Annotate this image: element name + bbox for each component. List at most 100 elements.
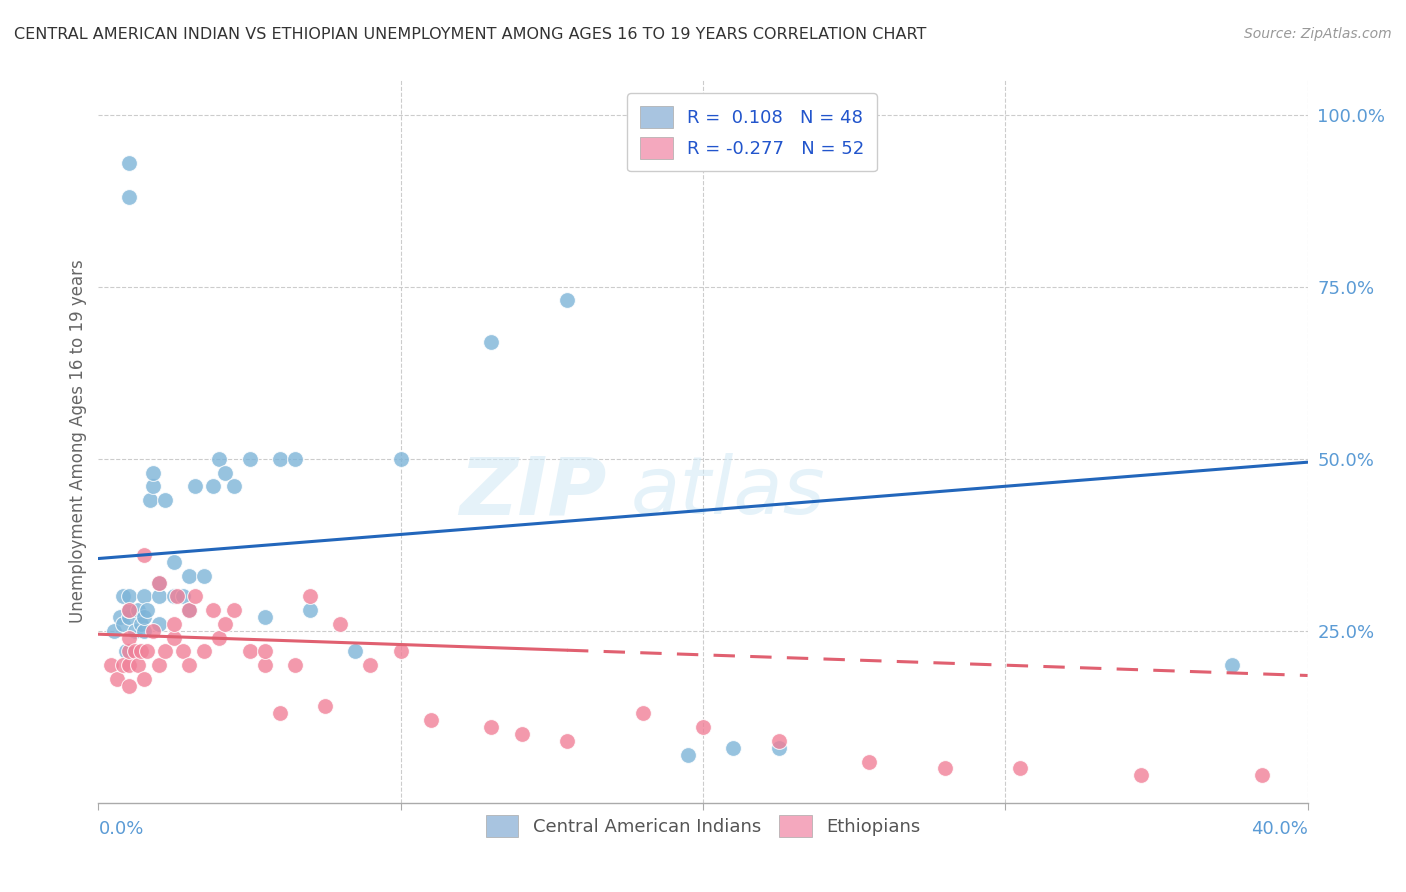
- Point: [239, 644, 262, 658]
- Point: [142, 624, 165, 638]
- Point: [132, 590, 155, 604]
- Point: [184, 590, 207, 604]
- Point: [179, 658, 201, 673]
- Text: CENTRAL AMERICAN INDIAN VS ETHIOPIAN UNEMPLOYMENT AMONG AGES 16 TO 19 YEARS CORR: CENTRAL AMERICAN INDIAN VS ETHIOPIAN UNE…: [14, 27, 927, 42]
- Point: [129, 616, 152, 631]
- Point: [172, 590, 194, 604]
- Point: [1130, 768, 1153, 782]
- Point: [163, 555, 186, 569]
- Point: [142, 466, 165, 480]
- Point: [723, 740, 745, 755]
- Point: [481, 720, 503, 734]
- Point: [179, 603, 201, 617]
- Point: [132, 624, 155, 638]
- Point: [344, 644, 367, 658]
- Point: [118, 603, 141, 617]
- Point: [172, 644, 194, 658]
- Point: [148, 658, 170, 673]
- Point: [118, 156, 141, 170]
- Point: [118, 644, 141, 658]
- Point: [179, 568, 201, 582]
- Text: atlas: atlas: [630, 453, 825, 531]
- Point: [360, 658, 382, 673]
- Point: [129, 644, 152, 658]
- Point: [555, 293, 578, 308]
- Point: [934, 761, 956, 775]
- Point: [132, 548, 155, 562]
- Point: [768, 740, 790, 755]
- Point: [269, 451, 291, 466]
- Point: [389, 644, 412, 658]
- Point: [148, 575, 170, 590]
- Point: [111, 658, 134, 673]
- Point: [166, 590, 188, 604]
- Point: [208, 631, 231, 645]
- Point: [224, 603, 246, 617]
- Point: [118, 190, 141, 204]
- Point: [214, 466, 236, 480]
- Point: [139, 493, 162, 508]
- Point: [105, 672, 128, 686]
- Point: [124, 644, 146, 658]
- Point: [111, 590, 134, 604]
- Point: [100, 658, 122, 673]
- Point: [253, 644, 276, 658]
- Point: [555, 734, 578, 748]
- Point: [103, 624, 125, 638]
- Point: [214, 616, 236, 631]
- Point: [135, 644, 157, 658]
- Point: [118, 658, 141, 673]
- Point: [118, 590, 141, 604]
- Point: [127, 658, 149, 673]
- Point: [481, 334, 503, 349]
- Point: [132, 610, 155, 624]
- Point: [193, 568, 215, 582]
- Point: [1220, 658, 1243, 673]
- Point: [118, 610, 141, 624]
- Text: Source: ZipAtlas.com: Source: ZipAtlas.com: [1244, 27, 1392, 41]
- Point: [142, 479, 165, 493]
- Point: [163, 616, 186, 631]
- Point: [118, 679, 141, 693]
- Point: [692, 720, 714, 734]
- Point: [148, 590, 170, 604]
- Point: [768, 734, 790, 748]
- Point: [114, 644, 136, 658]
- Point: [153, 644, 176, 658]
- Point: [132, 672, 155, 686]
- Point: [202, 603, 225, 617]
- Point: [224, 479, 246, 493]
- Point: [118, 603, 141, 617]
- Text: ZIP: ZIP: [458, 453, 606, 531]
- Point: [676, 747, 699, 762]
- Point: [253, 658, 276, 673]
- Point: [631, 706, 654, 721]
- Point: [299, 590, 322, 604]
- Point: [299, 603, 322, 617]
- Point: [253, 610, 276, 624]
- Point: [135, 603, 157, 617]
- Y-axis label: Unemployment Among Ages 16 to 19 years: Unemployment Among Ages 16 to 19 years: [69, 260, 87, 624]
- Point: [1251, 768, 1274, 782]
- Point: [389, 451, 412, 466]
- Point: [510, 727, 533, 741]
- Legend: Central American Indians, Ethiopians: Central American Indians, Ethiopians: [478, 808, 928, 845]
- Point: [202, 479, 225, 493]
- Point: [148, 616, 170, 631]
- Point: [420, 713, 443, 727]
- Point: [163, 590, 186, 604]
- Point: [179, 603, 201, 617]
- Point: [193, 644, 215, 658]
- Point: [148, 575, 170, 590]
- Point: [118, 631, 141, 645]
- Point: [314, 699, 336, 714]
- Point: [127, 603, 149, 617]
- Text: 0.0%: 0.0%: [98, 820, 143, 838]
- Point: [208, 451, 231, 466]
- Point: [269, 706, 291, 721]
- Text: 40.0%: 40.0%: [1251, 820, 1308, 838]
- Point: [111, 616, 134, 631]
- Point: [284, 658, 307, 673]
- Point: [284, 451, 307, 466]
- Point: [108, 610, 131, 624]
